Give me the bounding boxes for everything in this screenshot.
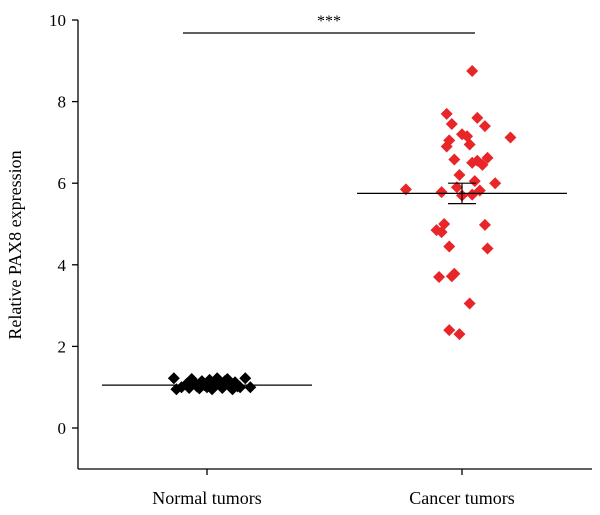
data-point [478,120,491,133]
series-group [357,65,567,341]
data-marks [102,65,567,396]
data-point [435,226,448,239]
y-tick-label: 4 [58,256,67,275]
data-point [448,153,461,166]
data-point [504,131,517,144]
data-point [466,156,479,169]
data-point [440,107,453,120]
data-point [468,175,481,188]
data-point [445,270,458,283]
x-category-label: Normal tumors [152,488,262,508]
data-point [453,328,466,341]
data-point [481,242,494,255]
data-point [445,118,458,131]
data-point [471,111,484,124]
data-point [167,372,180,385]
axes [77,20,592,470]
data-point [440,140,453,153]
data-point [466,188,479,201]
data-point [481,151,494,164]
y-tick-label: 10 [49,11,66,30]
x-category-label: Cancer tumors [409,488,514,508]
data-point [450,181,463,194]
data-point [239,372,252,385]
significance-label: *** [317,13,341,30]
x-categories: Normal tumors Cancer tumors [152,469,515,508]
data-point [443,324,456,337]
y-ticks: 0 2 4 6 8 10 [49,11,78,438]
significance-annotation: *** [183,13,475,34]
data-point [489,177,502,190]
y-tick-label: 8 [58,93,67,112]
data-point [476,158,489,171]
data-point [478,218,491,231]
data-point [433,271,446,284]
data-point [234,381,247,394]
series-group [102,372,312,396]
data-point [453,169,466,182]
data-point [435,186,448,199]
data-point [443,240,456,253]
data-point [244,381,257,394]
data-point [399,183,412,196]
data-point [463,138,476,151]
data-point [466,65,479,77]
y-axis-label: Relative PAX8 expression [5,150,25,339]
data-point [463,297,476,310]
y-tick-label: 2 [58,337,67,356]
y-tick-label: 6 [58,174,67,193]
y-tick-label: 0 [58,419,67,438]
